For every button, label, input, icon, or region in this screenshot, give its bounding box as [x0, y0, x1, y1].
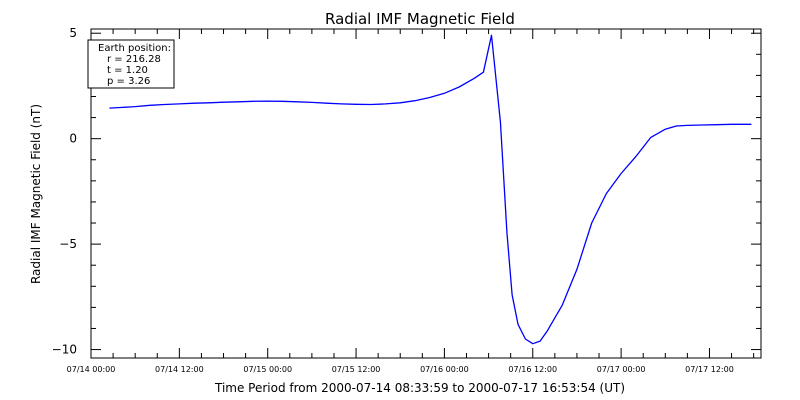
annotation-line: r = 216.28 [107, 54, 161, 65]
annotation-box [87, 39, 175, 89]
x-axis-label: Time Period from 2000-07-14 08:33:59 to … [214, 381, 625, 395]
y-tick-label: 5 [69, 26, 77, 40]
y-axis: 5 0 −5 −10 [52, 26, 761, 357]
x-tick-label: 07/17 12:00 [685, 365, 734, 374]
x-axis: 07/14 00:00 07/14 12:00 07/15 00:00 07/15 1… [67, 29, 755, 374]
plot-frame [90, 28, 762, 359]
series-layer [109, 34, 752, 345]
annotation-line: p = 3.26 [107, 76, 150, 87]
chart-title: Radial IMF Magnetic Field [325, 10, 515, 28]
x-tick-label: 07/15 00:00 [243, 365, 292, 374]
x-tick-label: 07/14 12:00 [155, 365, 204, 374]
earth-position-box: Earth position: r = 216.28 t = 1.20 p = … [87, 39, 175, 89]
y-tick-label: 0 [69, 132, 77, 146]
x-tick-label: 07/17 00:00 [597, 365, 646, 374]
y-axis-label: Radial IMF Magnetic Field (nT) [29, 104, 43, 284]
x-tick-label: 07/14 00:00 [67, 365, 116, 374]
x-tick-label: 07/15 12:00 [332, 365, 381, 374]
x-tick-label: 07/16 12:00 [508, 365, 557, 374]
annotation-line: t = 1.20 [107, 65, 148, 76]
series-line [109, 34, 752, 345]
x-tick-label: 07/16 00:00 [420, 365, 469, 374]
annotation-line: Earth position: [98, 43, 171, 54]
y-tick-label: −5 [59, 237, 77, 251]
y-tick-label: −10 [52, 343, 77, 357]
